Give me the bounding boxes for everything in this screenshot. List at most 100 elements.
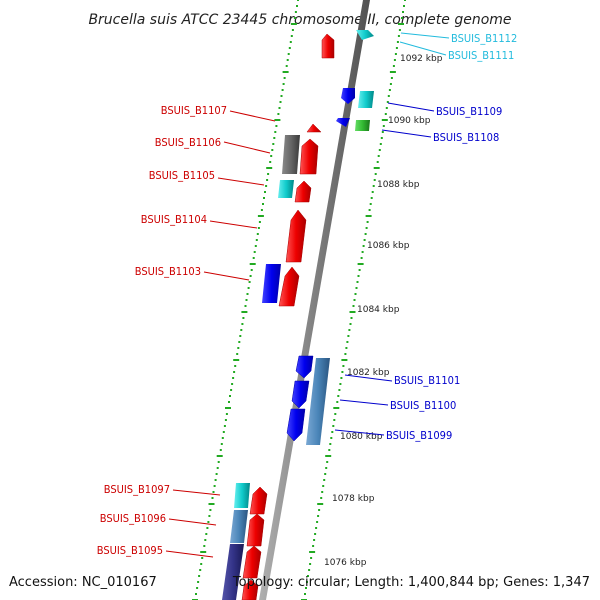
gene-label-1101[interactable]: BSUIS_B1101 xyxy=(394,374,460,387)
right-track-tick xyxy=(308,569,311,571)
left-track-tick xyxy=(195,593,197,595)
left-track-tick xyxy=(297,0,299,1)
gene-label-1109[interactable]: BSUIS_B1109 xyxy=(436,105,502,118)
left-track-tick xyxy=(229,395,231,397)
summary-text: Topology: circular; Length: 1,400,844 bp… xyxy=(232,575,590,590)
right-track-tick xyxy=(348,329,351,331)
left-track-tick xyxy=(288,47,291,49)
left-track-tick xyxy=(254,245,257,247)
leader-1101 xyxy=(344,374,393,382)
leader-1096 xyxy=(168,518,217,526)
right-track-tick xyxy=(307,575,309,577)
left-track-tick xyxy=(207,521,210,523)
gene-label-1112[interactable]: BSUIS_B1112 xyxy=(451,32,517,45)
gene-label-1096[interactable]: BSUIS_B1096 xyxy=(100,512,166,525)
tick-label-1084: 1084 kbp xyxy=(357,305,400,315)
tick-tracks xyxy=(192,0,406,600)
right-track-tick xyxy=(338,389,341,391)
gene-bar-1105-cyan xyxy=(278,180,294,198)
gene-bar-1108-green xyxy=(355,120,370,131)
gene-label-1095[interactable]: BSUIS_B1095 xyxy=(97,544,163,557)
right-track-tick xyxy=(314,533,317,535)
left-track-tick xyxy=(252,257,255,259)
left-track-tick xyxy=(201,557,204,559)
leader-1111 xyxy=(399,41,447,56)
right-track-tick xyxy=(350,317,353,319)
gene-label-1104[interactable]: BSUIS_B1104 xyxy=(141,213,207,226)
right-track-tick xyxy=(390,77,393,79)
left-track-tick xyxy=(269,161,272,163)
gene-label-1108[interactable]: BSUIS_B1108 xyxy=(433,131,499,144)
left-track-tick xyxy=(209,509,212,511)
right-track-tick xyxy=(370,197,373,199)
right-track-tick xyxy=(322,485,325,487)
left-track-tick xyxy=(255,239,258,241)
left-track-tick xyxy=(266,179,269,181)
gene-bar-1109-cyan xyxy=(358,91,374,108)
gene-label-1111[interactable]: BSUIS_B1111 xyxy=(448,49,514,62)
gene-bar-1103-blue xyxy=(262,264,281,303)
right-track-tick xyxy=(333,419,336,421)
right-track-tick xyxy=(403,5,405,7)
gene-bar-1097 xyxy=(249,486,268,515)
gene-bar-1099 xyxy=(286,408,306,442)
scale-labels: 1092 kbp 1090 kbp 1088 kbp 1086 kbp 1084… xyxy=(324,54,443,568)
gene-label-1099[interactable]: BSUIS_B1099 xyxy=(386,429,452,442)
right-track-tick xyxy=(374,173,377,175)
left-track-tick xyxy=(246,293,249,295)
right-track-tick xyxy=(366,221,369,223)
left-track-tick xyxy=(280,95,283,97)
left-track-tick xyxy=(232,377,235,379)
right-track-tick xyxy=(381,131,384,133)
left-track-tick xyxy=(293,17,296,19)
right-track-tick xyxy=(404,0,406,1)
left-track-tick xyxy=(204,539,207,541)
gene-label-1107[interactable]: BSUIS_B1107 xyxy=(161,104,227,117)
left-track-tick xyxy=(266,167,273,169)
left-track-tick xyxy=(273,137,276,139)
right-track-tick xyxy=(340,377,343,379)
gene-label-1100[interactable]: BSUIS_B1100 xyxy=(390,399,456,412)
tick-label-1090: 1090 kbp xyxy=(388,116,431,126)
left-track-tick xyxy=(291,29,294,31)
left-track-tick xyxy=(196,587,199,589)
gene-label-1103[interactable]: BSUIS_B1103 xyxy=(135,265,201,278)
right-track-tick xyxy=(357,275,360,277)
left-track-tick xyxy=(212,491,215,493)
gene-bar-1112-top xyxy=(321,33,335,59)
right-track-tick xyxy=(386,101,389,103)
gene-bar-1112-cyan xyxy=(356,30,374,40)
left-track-tick xyxy=(215,473,218,475)
left-track-tick xyxy=(223,425,226,427)
left-track-tick xyxy=(271,149,274,151)
right-track-tick xyxy=(349,311,356,313)
leader-1108 xyxy=(381,129,432,138)
right-track-tick xyxy=(384,113,387,115)
left-track-tick xyxy=(224,419,227,421)
left-track-tick xyxy=(197,581,200,583)
gene-bar-1106-grey xyxy=(282,135,300,174)
accession-text: Accession: NC_010167 xyxy=(9,575,157,590)
right-track-tick xyxy=(387,95,390,97)
gene-label-1106[interactable]: BSUIS_B1106 xyxy=(155,136,221,149)
right-track-tick xyxy=(364,233,367,235)
left-track-tick xyxy=(279,101,282,103)
leader-1095 xyxy=(165,550,214,558)
leader-1104 xyxy=(209,220,258,229)
right-track-tick xyxy=(363,239,366,241)
right-track-tick xyxy=(309,551,316,553)
left-track-tick xyxy=(239,335,242,337)
right-track-tick xyxy=(313,539,316,541)
left-track-tick xyxy=(274,131,277,133)
gene-label-1105[interactable]: BSUIS_B1105 xyxy=(149,169,215,182)
right-track-tick xyxy=(341,359,348,361)
left-track-tick xyxy=(262,203,264,205)
left-track-tick xyxy=(290,35,293,37)
right-track-tick xyxy=(368,209,371,211)
gene-label-1097[interactable]: BSUIS_B1097 xyxy=(104,483,170,496)
right-track-tick xyxy=(325,455,332,457)
left-track-tick xyxy=(241,311,248,313)
right-track-tick xyxy=(380,137,383,139)
right-track-tick xyxy=(354,293,357,295)
gene-bar-1095-navy xyxy=(222,544,244,600)
